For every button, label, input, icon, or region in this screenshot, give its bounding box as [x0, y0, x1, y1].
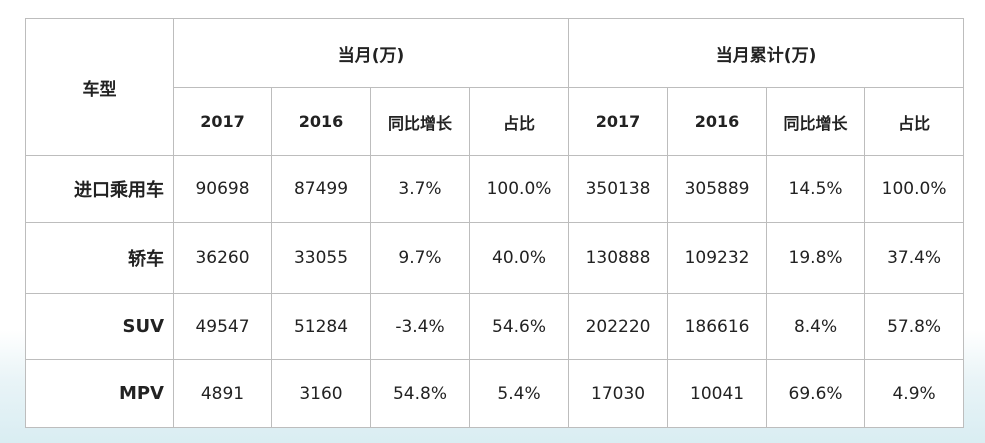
table-cell: 4891	[173, 359, 272, 428]
table-row: 进口乘用车 90698 87499 3.7% 100.0% 350138 305…	[25, 155, 965, 223]
column-header: 2017	[173, 87, 272, 156]
column-header: 2017	[568, 87, 669, 156]
table-cell: 8.4%	[766, 293, 866, 360]
table-cell: 49547	[173, 293, 272, 360]
column-header: 2016	[271, 87, 371, 156]
table-cell: 54.8%	[370, 359, 470, 428]
table-cell: 17030	[568, 359, 669, 428]
column-header: 占比	[864, 87, 965, 156]
table-cell: 3.7%	[370, 155, 470, 223]
row-label: SUV	[25, 293, 174, 360]
table-cell: 100.0%	[864, 155, 965, 223]
current-month-group-header: 当月(万)	[172, 18, 570, 88]
table-cell: 51284	[271, 293, 371, 360]
table-cell: 87499	[271, 155, 371, 223]
column-header: 占比	[468, 87, 570, 156]
table-cell: 9.7%	[370, 222, 470, 294]
column-header: 同比增长	[370, 87, 470, 156]
table-cell: 4.9%	[864, 359, 965, 428]
table-cell: 54.6%	[468, 293, 570, 360]
column-header: 2016	[667, 87, 768, 156]
table-row: 轿车 36260 33055 9.7% 40.0% 130888 109232 …	[25, 222, 965, 294]
header-row-groups: 车型 当月(万) 当月累计(万)	[25, 18, 965, 156]
column-header: 同比增长	[766, 87, 866, 156]
cumulative-group-header: 当月累计(万)	[568, 18, 965, 88]
import-vehicle-table: 车型 当月(万) 当月累计(万) 2017 2016 同比增长 占比 2017 …	[25, 18, 965, 428]
table-cell: 14.5%	[766, 155, 866, 223]
table-cell: 350138	[568, 155, 669, 223]
table-cell: 33055	[271, 222, 371, 294]
table-row: MPV 4891 3160 54.8% 5.4% 17030 10041 69.…	[25, 359, 965, 428]
table-cell: 186616	[667, 293, 768, 360]
header-row-columns: 2017 2016 同比增长 占比 2017 2016 同比增长 占比	[26, 87, 965, 156]
table-cell: 90698	[173, 155, 272, 223]
table-cell: 10041	[667, 359, 768, 428]
table-cell: 202220	[568, 293, 669, 360]
table-cell: 3160	[271, 359, 371, 428]
table-cell: 109232	[667, 222, 768, 294]
table-cell: -3.4%	[370, 293, 470, 360]
import-vehicle-table-container: 车型 当月(万) 当月累计(万) 2017 2016 同比增长 占比 2017 …	[25, 18, 965, 428]
row-label: 进口乘用车	[25, 155, 174, 223]
table-cell: 57.8%	[864, 293, 965, 360]
table-cell: 130888	[568, 222, 669, 294]
table-cell: 5.4%	[468, 359, 570, 428]
row-label: 轿车	[25, 222, 174, 294]
table-cell: 36260	[173, 222, 272, 294]
table-cell: 40.0%	[468, 222, 570, 294]
vehicle-type-header: 车型	[25, 18, 174, 156]
table-cell: 305889	[667, 155, 768, 223]
table-cell: 19.8%	[766, 222, 866, 294]
row-label: MPV	[25, 359, 174, 428]
table-row: SUV 49547 51284 -3.4% 54.6% 202220 18661…	[25, 293, 965, 360]
table-cell: 69.6%	[766, 359, 866, 428]
table-cell: 100.0%	[468, 155, 570, 223]
table-cell: 37.4%	[864, 222, 965, 294]
